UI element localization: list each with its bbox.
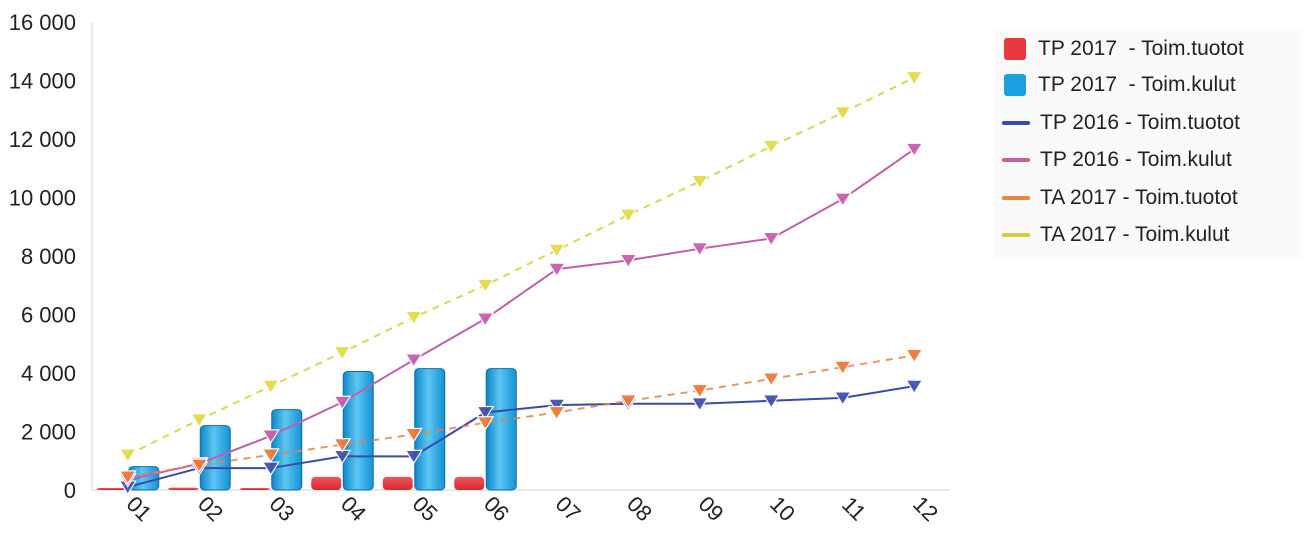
legend-label: TA 2017 - Toim.kulut bbox=[1040, 223, 1230, 246]
bar-tp2017-kulut bbox=[342, 371, 374, 491]
y-tick-label: 12 000 bbox=[9, 127, 76, 152]
marker-point bbox=[547, 262, 566, 278]
marker-point bbox=[190, 413, 209, 428]
marker-point bbox=[333, 395, 352, 411]
marker-point bbox=[690, 242, 709, 257]
marker-point bbox=[690, 383, 709, 399]
x-tick-label: 04 bbox=[336, 491, 371, 526]
legend-label: TA 2017 - Toim.tuotot bbox=[1040, 186, 1238, 209]
lines-layer bbox=[127, 76, 915, 489]
marker-point bbox=[833, 391, 852, 407]
x-tick-label: 09 bbox=[694, 491, 729, 526]
legend-swatch bbox=[1002, 158, 1030, 162]
x-tick-label: 03 bbox=[265, 491, 300, 526]
marker-point bbox=[833, 360, 852, 376]
marker-point bbox=[476, 405, 495, 421]
bar-tp2017-tuotot bbox=[311, 476, 342, 490]
marker-point bbox=[905, 348, 924, 364]
legend-item-tp2016-kulut[interactable]: TP 2016 - Toim.kulut bbox=[1002, 145, 1232, 175]
legend-item-tp2017-kulut[interactable]: TP 2017 - Toim.kulut bbox=[1004, 70, 1236, 100]
marker-point bbox=[261, 448, 280, 464]
marker-point bbox=[833, 106, 852, 121]
x-tick-label: 05 bbox=[408, 491, 443, 526]
marker-point bbox=[404, 449, 423, 465]
series-line-4 bbox=[127, 354, 915, 478]
marker-point bbox=[190, 458, 209, 474]
legend-swatch bbox=[1002, 121, 1030, 125]
bar-tp2017-tuotot bbox=[168, 487, 199, 490]
marker-point bbox=[404, 353, 423, 368]
marker-point bbox=[619, 253, 638, 269]
legend-label: TP 2016 - Toim.kulut bbox=[1040, 148, 1232, 171]
marker-point bbox=[261, 379, 280, 395]
bar-tp2017-kulut bbox=[485, 368, 517, 491]
legend-swatch bbox=[1002, 196, 1030, 200]
legend-swatch bbox=[1004, 38, 1026, 60]
legend-label: TP 2016 - Toim.tuotot bbox=[1040, 111, 1241, 134]
marker-point bbox=[833, 192, 852, 208]
x-tick-label: 12 bbox=[908, 491, 943, 526]
marker-point bbox=[762, 231, 781, 247]
marker-point bbox=[905, 379, 924, 395]
marker-point bbox=[547, 405, 566, 421]
marker-point bbox=[333, 438, 352, 453]
legend-item-tp2016-tuotot[interactable]: TP 2016 - Toim.tuotot bbox=[1002, 108, 1241, 138]
x-axis-ticks: 01 02 03 04 05 06 07 08 09 10 11 12 bbox=[122, 491, 943, 526]
marker-point bbox=[619, 208, 638, 224]
axes bbox=[91, 22, 950, 491]
y-tick-label: 8 000 bbox=[21, 244, 76, 269]
legend-item-tp2017-tuotot[interactable]: TP 2017 - Toim.tuotot bbox=[1004, 34, 1244, 64]
series-line-2 bbox=[127, 385, 915, 489]
marker-point bbox=[690, 174, 709, 190]
x-tick-label: 01 bbox=[122, 491, 157, 526]
x-tick-label: 02 bbox=[193, 491, 228, 526]
y-tick-label: 0 bbox=[64, 478, 76, 503]
x-tick-label: 07 bbox=[551, 491, 586, 526]
marker-point bbox=[762, 139, 781, 155]
y-tick-label: 16 000 bbox=[9, 10, 76, 35]
legend: TP 2017 - Toim.tuotot TP 2017 - Toim.kul… bbox=[994, 30, 1300, 258]
y-tick-label: 14 000 bbox=[9, 69, 76, 94]
bar-tp2017-tuotot bbox=[382, 476, 413, 490]
marker-point bbox=[476, 416, 495, 431]
marker-point bbox=[118, 448, 137, 464]
x-tick-label: 11 bbox=[837, 492, 871, 526]
marker-point bbox=[118, 470, 137, 485]
marker-point bbox=[333, 345, 352, 361]
legend-swatch bbox=[1004, 74, 1026, 96]
x-tick-label: 06 bbox=[479, 491, 514, 526]
marker-point bbox=[762, 372, 781, 387]
x-tick-label: 08 bbox=[622, 491, 657, 526]
marker-point bbox=[905, 70, 924, 86]
marker-point bbox=[762, 394, 781, 409]
y-tick-label: 2 000 bbox=[21, 420, 76, 445]
bar-tp2017-tuotot bbox=[96, 488, 127, 490]
legend-label: TP 2017 - Toim.kulut bbox=[1038, 73, 1236, 96]
legend-item-ta2017-tuotot[interactable]: TA 2017 - Toim.tuotot bbox=[1002, 183, 1238, 213]
y-tick-label: 10 000 bbox=[9, 186, 76, 211]
series-line-3 bbox=[127, 148, 915, 481]
markers-layer bbox=[118, 70, 924, 496]
y-tick-label: 4 000 bbox=[21, 361, 76, 386]
y-tick-label: 6 000 bbox=[21, 303, 76, 328]
marker-point bbox=[261, 429, 280, 445]
marker-point bbox=[619, 394, 638, 409]
legend-item-ta2017-kulut[interactable]: TA 2017 - Toim.kulut bbox=[1002, 220, 1230, 250]
marker-point bbox=[547, 243, 566, 259]
y-axis-ticks: 0 2 000 4 000 6 000 8 000 10 000 12 000 14 000 1… bbox=[9, 10, 76, 503]
bar-tp2017-tuotot bbox=[454, 476, 485, 490]
marker-point bbox=[476, 278, 495, 294]
marker-point bbox=[476, 312, 495, 328]
marker-point bbox=[404, 427, 423, 443]
bar-tp2017-tuotot bbox=[239, 488, 270, 490]
marker-point bbox=[905, 142, 924, 158]
marker-point bbox=[547, 398, 566, 414]
legend-swatch bbox=[1002, 233, 1030, 237]
series-line-5 bbox=[127, 76, 915, 456]
marker-point bbox=[404, 310, 423, 326]
legend-label: TP 2017 - Toim.tuotot bbox=[1038, 37, 1244, 60]
x-tick-label: 10 bbox=[765, 491, 800, 526]
